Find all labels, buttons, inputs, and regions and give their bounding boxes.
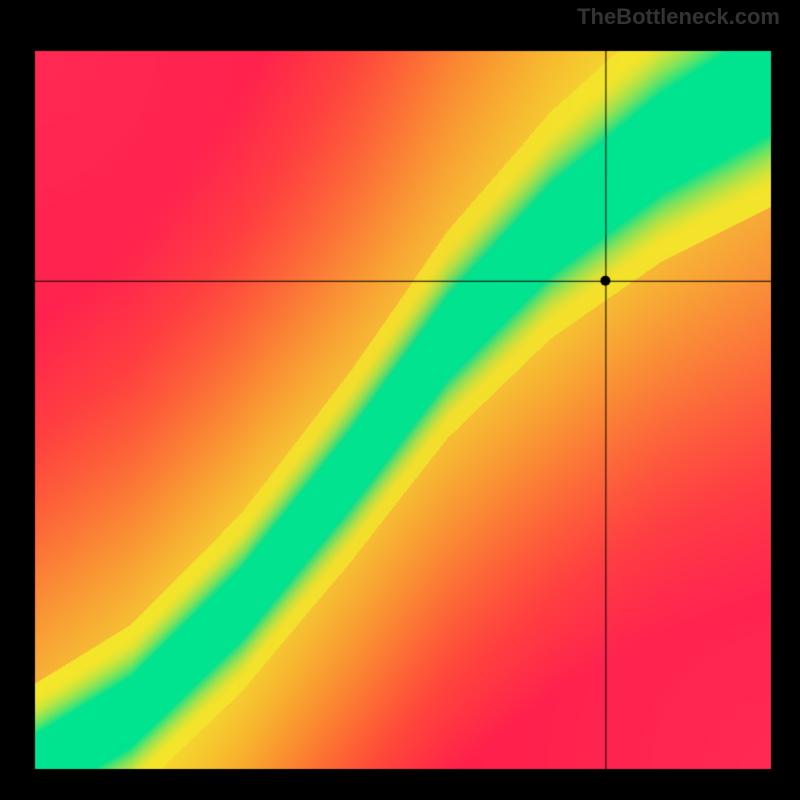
chart-container: TheBottleneck.com [0, 0, 800, 800]
watermark-text: TheBottleneck.com [577, 4, 780, 30]
bottleneck-heatmap [0, 0, 800, 800]
